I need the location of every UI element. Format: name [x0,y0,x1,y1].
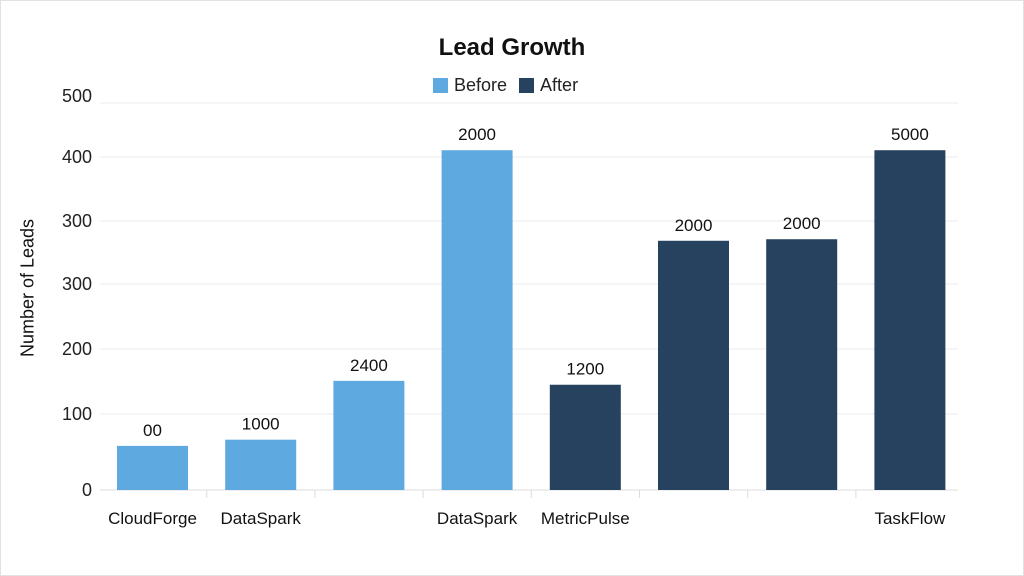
data-label: 00 [143,421,162,440]
y-tick-label: 300 [62,211,92,231]
bar-3 [333,380,405,490]
legend-swatch-before [433,78,448,93]
data-label: 2000 [675,216,713,235]
legend-label-before: Before [454,75,508,95]
x-tick-label: DataSpark [437,509,518,528]
bar-2 [225,439,297,490]
data-label: 5000 [891,125,929,144]
y-tick-label: 500 [62,86,92,106]
data-label: 2400 [350,356,388,375]
bar-7 [766,239,838,490]
legend-swatch-after [519,78,535,93]
bar-6 [658,240,729,490]
bar-5 [549,384,621,490]
legend-item-before: Before [433,75,507,96]
legend-label-after: After [540,75,579,95]
bar-4 [441,150,513,491]
x-tick-label: DataSpark [221,509,302,528]
bar-8 [874,150,946,491]
legend-item-after: After [519,75,578,96]
x-tick-label: MetricPulse [541,509,630,528]
chart-title: Lead Growth [438,34,586,61]
data-label: 2000 [458,125,496,144]
legend: Before After [433,75,590,96]
y-tick-label: 200 [62,339,92,359]
x-tick-label: TaskFlow [874,509,946,528]
y-tick-label: 300 [62,274,92,294]
y-tick-label: 100 [62,404,92,424]
data-label: 2000 [783,214,821,233]
y-tick-label: 400 [62,147,92,167]
bar-1 [117,445,188,490]
data-label: 1000 [242,415,280,434]
y-tick-label: 0 [82,480,92,500]
x-tick-label: CloudForge [108,509,197,528]
data-label: 1200 [566,360,604,379]
